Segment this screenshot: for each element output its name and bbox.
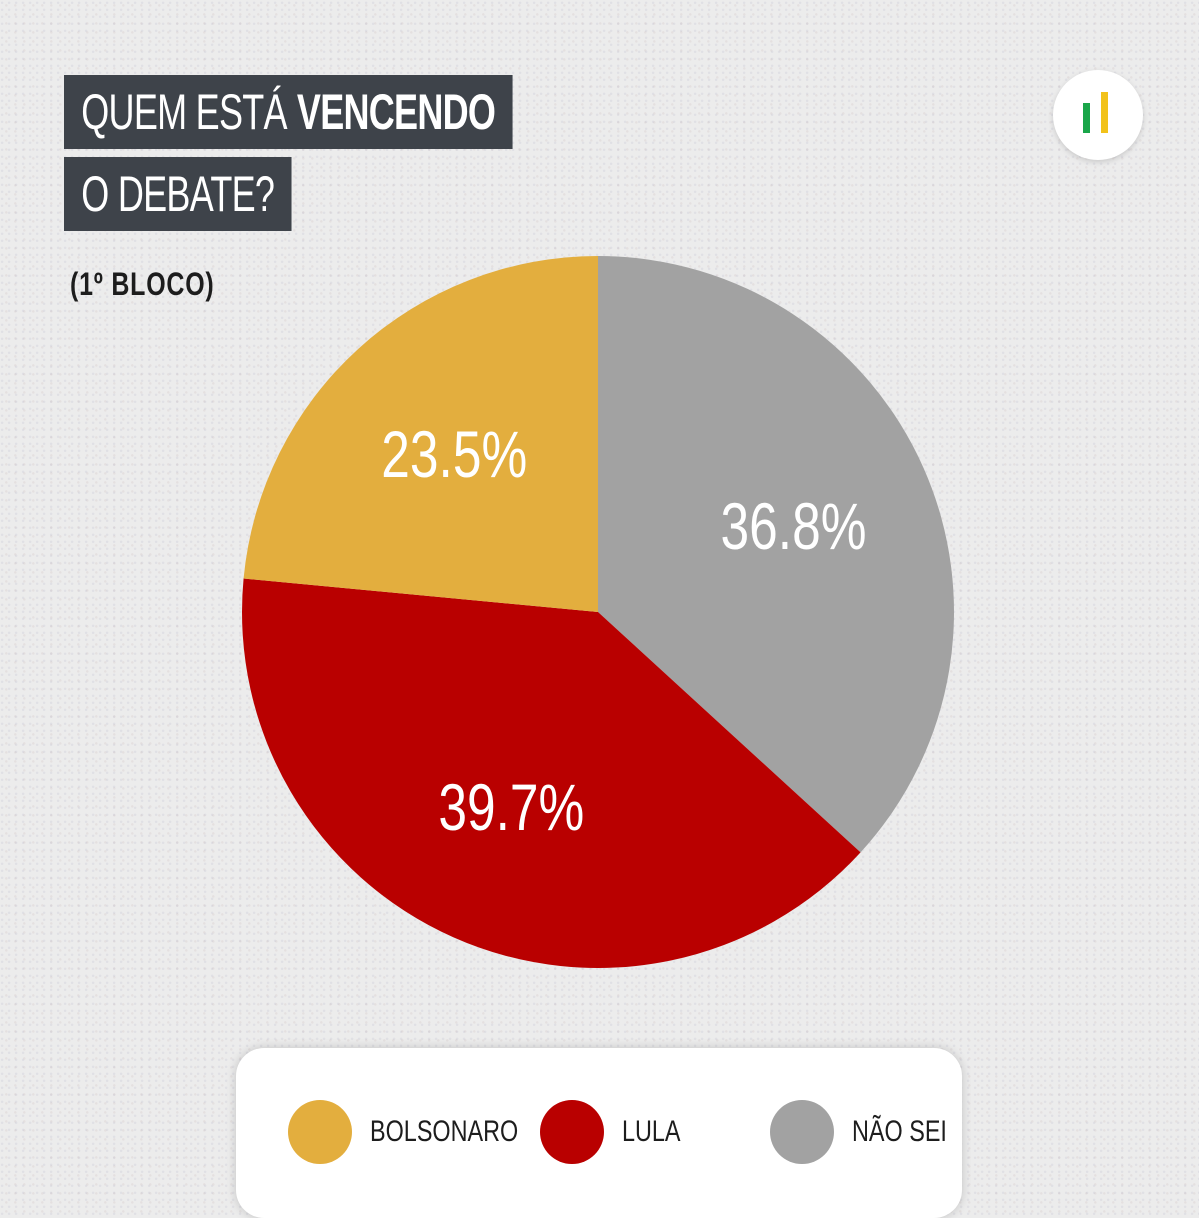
legend-item-lula: LULA — [540, 1100, 697, 1164]
pie-chart: 36.8% 39.7% 23.5% — [241, 256, 955, 969]
chart-subtitle: (1º BLOCO) — [70, 266, 215, 302]
legend-label-bolsonaro: BOLSONARO — [370, 1115, 519, 1148]
logo-yellow-bar — [1101, 92, 1108, 133]
pie-label-n-o-sei: 36.8% — [721, 489, 867, 564]
legend-label-lula: LULA — [622, 1115, 681, 1148]
legend: BOLSONARO LULA NÃO SEI — [236, 1048, 962, 1218]
pie-slice-lula — [241, 578, 861, 969]
title-line-2-text: O DEBATE? — [81, 166, 275, 222]
title-emphasis: VENCENDO — [296, 84, 496, 140]
legend-swatch-nao-sei — [770, 1100, 834, 1164]
pie-label-bolsonaro: 23.5% — [381, 417, 527, 492]
title-line-2: O DEBATE? — [64, 157, 292, 231]
pie-label-lula: 39.7% — [438, 770, 584, 845]
title-line-1: QUEM ESTÁ VENCENDO — [64, 75, 513, 149]
legend-swatch-lula — [540, 1100, 604, 1164]
legend-swatch-bolsonaro — [288, 1100, 352, 1164]
legend-label-nao-sei: NÃO SEI — [852, 1115, 947, 1148]
pie-slice-bolsonaro — [243, 256, 598, 612]
legend-item-bolsonaro: BOLSONARO — [288, 1100, 560, 1164]
brand-logo-icon — [1053, 70, 1143, 160]
pie-slice-n-o-sei — [598, 256, 955, 853]
logo-green-bar — [1083, 103, 1090, 133]
legend-item-nao-sei: NÃO SEI — [770, 1100, 974, 1164]
title-prefix: QUEM ESTÁ — [81, 84, 287, 140]
